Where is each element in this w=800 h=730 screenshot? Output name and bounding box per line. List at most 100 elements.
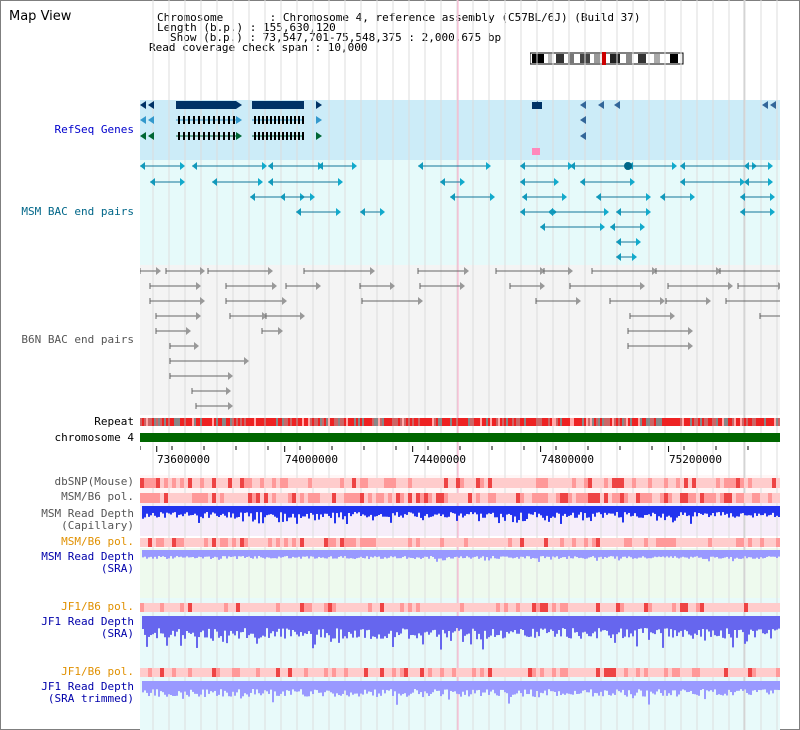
depth-bar bbox=[304, 681, 306, 697]
pol-cell bbox=[316, 668, 320, 677]
pol-cell bbox=[232, 668, 236, 677]
pol-cell bbox=[256, 603, 260, 612]
depth-bar bbox=[292, 681, 294, 690]
depth-bar bbox=[420, 506, 422, 518]
depth-bar bbox=[658, 681, 660, 690]
depth-bar bbox=[714, 550, 716, 558]
depth-bar bbox=[522, 550, 524, 557]
pol-cell bbox=[736, 493, 740, 503]
pol-cell bbox=[588, 668, 592, 677]
depth-bar bbox=[426, 550, 428, 557]
repeat-block bbox=[614, 418, 616, 426]
track-label-msm-b6-pol-sra[interactable]: MSM/B6 pol. bbox=[61, 535, 134, 548]
track-label-msm-depth-sra[interactable]: MSM Read Depth bbox=[41, 550, 134, 563]
depth-bar bbox=[434, 616, 436, 630]
pol-cell bbox=[264, 668, 268, 677]
pol-cell bbox=[204, 478, 208, 488]
track-label-b6n-bac[interactable]: B6N BAC end pairs bbox=[21, 333, 134, 346]
msm-bac-end bbox=[660, 193, 665, 201]
depth-bar bbox=[146, 550, 148, 559]
track-label-jf1-b6-pol[interactable]: JF1/B6 pol. bbox=[61, 600, 134, 613]
depth-bar bbox=[442, 550, 444, 561]
pol-cell bbox=[484, 478, 488, 488]
b6n-bac-end bbox=[728, 282, 733, 290]
depth-bar bbox=[442, 616, 444, 630]
repeat-block bbox=[666, 418, 668, 426]
repeat-block bbox=[304, 418, 306, 426]
depth-bar bbox=[520, 550, 522, 557]
depth-bar bbox=[526, 550, 528, 557]
depth-bar bbox=[198, 616, 200, 638]
track-label-jf1-depth-sra[interactable]: JF1 Read Depth bbox=[41, 615, 134, 628]
depth-bar bbox=[348, 616, 350, 632]
track-label-jf1-b6-pol-2[interactable]: JF1/B6 pol. bbox=[61, 665, 134, 678]
depth-bar bbox=[486, 681, 488, 690]
depth-bar bbox=[712, 550, 714, 557]
repeat-block bbox=[486, 418, 488, 426]
pol-cell bbox=[380, 668, 384, 677]
pol-cell bbox=[684, 493, 688, 503]
depth-bar bbox=[562, 681, 564, 694]
depth-bar bbox=[300, 550, 302, 559]
depth-bar bbox=[744, 506, 746, 516]
pol-cell bbox=[316, 603, 320, 612]
depth-bar bbox=[338, 506, 340, 518]
depth-bar bbox=[364, 681, 366, 690]
pol-cell bbox=[676, 538, 680, 547]
repeat-block bbox=[282, 418, 284, 426]
depth-bar bbox=[368, 506, 370, 517]
msm-bac-end bbox=[596, 193, 601, 201]
pol-cell bbox=[508, 493, 512, 503]
depth-bar bbox=[282, 506, 284, 522]
repeat-block bbox=[514, 418, 516, 426]
pol-cell bbox=[180, 538, 184, 547]
pol-cell bbox=[652, 478, 656, 488]
depth-bar bbox=[294, 616, 296, 632]
repeat-block bbox=[328, 418, 330, 426]
pol-cell bbox=[380, 603, 384, 612]
track-label-jf1-depth-trimmed[interactable]: JF1 Read Depth bbox=[41, 680, 134, 693]
repeat-block bbox=[226, 418, 228, 426]
msm-bac-end bbox=[180, 178, 185, 186]
depth-bar bbox=[404, 681, 406, 694]
track-canvas[interactable] bbox=[140, 0, 780, 730]
pol-cell bbox=[552, 668, 556, 677]
depth-bar bbox=[240, 616, 242, 633]
depth-bar bbox=[576, 506, 578, 518]
pol-cell bbox=[456, 668, 460, 677]
track-label-refseq-genes[interactable]: RefSeq Genes bbox=[54, 123, 134, 136]
depth-bar bbox=[466, 506, 468, 514]
msm-bac-end bbox=[646, 193, 651, 201]
track-label-msm-b6-pol[interactable]: MSM/B6 pol. bbox=[61, 490, 134, 503]
pol-cell bbox=[620, 603, 624, 612]
depth-bar bbox=[214, 616, 216, 630]
depth-bar bbox=[526, 681, 528, 695]
pol-cell bbox=[512, 493, 516, 503]
depth-bar bbox=[614, 681, 616, 695]
depth-bar bbox=[556, 506, 558, 513]
depth-bar bbox=[558, 550, 560, 559]
depth-bar bbox=[578, 681, 580, 694]
pol-cell bbox=[604, 493, 608, 503]
depth-bar bbox=[414, 506, 416, 517]
b6n-bac-end bbox=[390, 282, 395, 290]
depth-bar bbox=[262, 616, 264, 636]
refseq-gene-arrow bbox=[148, 116, 154, 124]
depth-bar bbox=[454, 616, 456, 632]
pol-cell bbox=[620, 538, 624, 547]
track-label-dbsnp[interactable]: dbSNP(Mouse) bbox=[54, 475, 134, 488]
depth-bar bbox=[162, 616, 164, 634]
pol-cell bbox=[404, 668, 408, 677]
depth-bar bbox=[594, 506, 596, 517]
depth-bar bbox=[268, 550, 270, 558]
depth-bar bbox=[224, 681, 226, 691]
repeat-block bbox=[622, 418, 624, 426]
track-label-msm-bac[interactable]: MSM BAC end pairs bbox=[21, 205, 134, 218]
depth-bar bbox=[208, 616, 210, 629]
pol-cell bbox=[452, 538, 456, 547]
depth-bar bbox=[482, 681, 484, 693]
track-label-msm-depth-capillary[interactable]: MSM Read Depth bbox=[41, 507, 134, 520]
depth-bar bbox=[272, 506, 274, 515]
depth-bar bbox=[280, 506, 282, 513]
pol-cell bbox=[344, 668, 348, 677]
